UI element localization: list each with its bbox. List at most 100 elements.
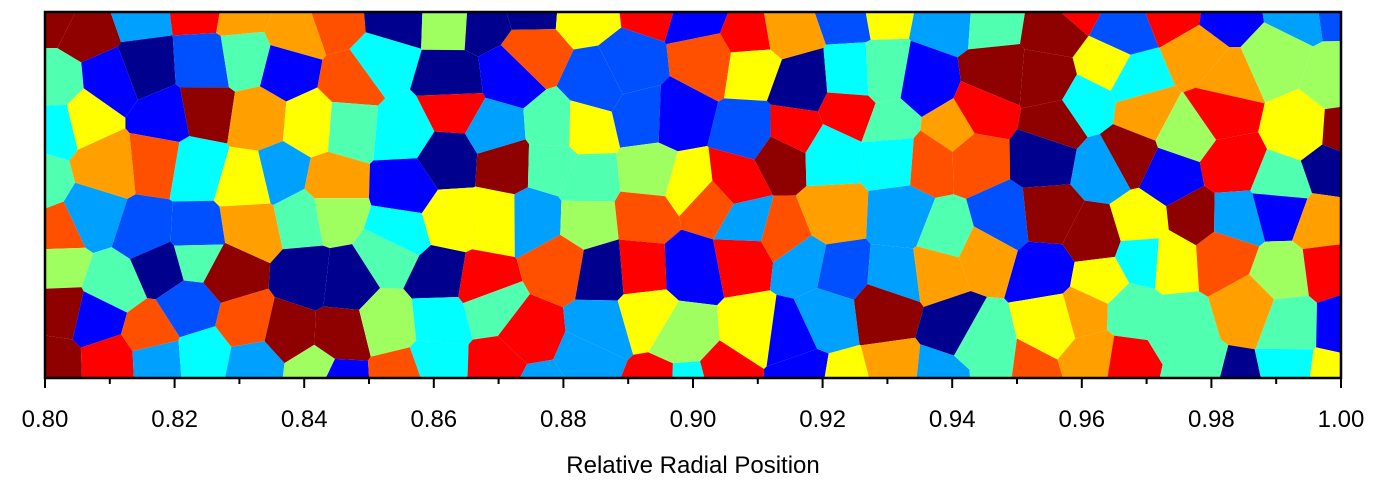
grain xyxy=(766,294,818,367)
grain xyxy=(1019,49,1077,109)
grain xyxy=(1020,12,1089,58)
grain xyxy=(203,242,271,303)
grain xyxy=(865,12,915,40)
grain xyxy=(117,35,176,101)
x-tick-label: 0.96 xyxy=(1058,406,1105,433)
grain xyxy=(1070,134,1131,205)
grain xyxy=(317,48,386,106)
grain xyxy=(1112,85,1182,141)
grain xyxy=(1070,256,1130,304)
grain xyxy=(614,191,682,244)
grain xyxy=(666,33,732,102)
grain xyxy=(478,44,547,109)
grain xyxy=(915,291,988,356)
grain xyxy=(260,45,323,102)
grain xyxy=(421,12,468,51)
grain xyxy=(913,246,971,307)
grain xyxy=(717,290,777,369)
grain xyxy=(770,104,824,154)
grain xyxy=(45,287,84,340)
grain xyxy=(814,12,871,45)
grain xyxy=(1183,87,1265,140)
grain xyxy=(45,104,78,161)
grain xyxy=(169,136,230,202)
grain xyxy=(713,195,774,242)
grain xyxy=(1262,12,1323,47)
grain xyxy=(66,88,126,150)
grain xyxy=(63,182,128,254)
grain xyxy=(410,49,483,96)
grain xyxy=(1255,295,1317,350)
grain xyxy=(861,98,922,143)
grain xyxy=(720,12,771,53)
grain xyxy=(155,280,221,338)
grain xyxy=(1249,240,1309,300)
grain xyxy=(909,12,971,58)
grain xyxy=(328,101,379,164)
x-tick-label: 0.88 xyxy=(540,406,587,433)
grain xyxy=(900,40,961,117)
grain xyxy=(824,344,870,378)
grain xyxy=(648,300,720,364)
grain xyxy=(45,153,76,209)
grain xyxy=(823,42,869,96)
grain xyxy=(1254,348,1314,378)
grain xyxy=(969,338,1017,378)
x-tick-label: 0.82 xyxy=(151,406,198,433)
grain xyxy=(69,128,136,199)
grain xyxy=(111,194,173,259)
grain xyxy=(957,44,1025,106)
grain xyxy=(282,344,335,378)
grain xyxy=(1008,293,1076,360)
grain xyxy=(569,100,621,155)
grain xyxy=(553,330,628,378)
grain xyxy=(1004,241,1075,303)
grain xyxy=(763,348,829,378)
grain xyxy=(866,185,936,249)
grain xyxy=(1309,347,1341,378)
grain xyxy=(417,131,478,190)
grain xyxy=(359,288,417,357)
grain xyxy=(463,281,530,340)
grain xyxy=(817,238,871,300)
grain xyxy=(620,352,673,378)
grain xyxy=(1155,230,1199,295)
grain xyxy=(216,12,273,36)
grain xyxy=(1057,330,1115,378)
grain xyxy=(363,12,423,49)
grain xyxy=(1107,335,1163,378)
grain xyxy=(766,47,828,112)
grain xyxy=(45,335,82,378)
grain xyxy=(1322,106,1341,152)
grain xyxy=(1109,187,1169,242)
grain xyxy=(1250,149,1312,199)
grain xyxy=(323,244,381,310)
grain xyxy=(1292,193,1341,250)
grain xyxy=(817,92,876,142)
x-tick-label: 0.90 xyxy=(670,406,717,433)
grain xyxy=(514,187,562,259)
grain xyxy=(1145,12,1201,48)
grain xyxy=(664,12,729,45)
grain xyxy=(304,151,370,199)
grain xyxy=(1147,291,1221,365)
grain xyxy=(416,93,486,134)
grain xyxy=(258,141,311,206)
grain xyxy=(1166,185,1215,246)
grain xyxy=(1199,131,1268,193)
grain xyxy=(575,239,624,301)
grain xyxy=(1088,12,1159,55)
grain xyxy=(954,296,1017,370)
grain xyxy=(282,87,332,158)
grain xyxy=(45,247,94,289)
grain xyxy=(132,340,182,378)
grain xyxy=(219,203,283,264)
grain xyxy=(916,344,971,378)
grain xyxy=(1252,193,1308,242)
grain xyxy=(458,249,523,304)
grain xyxy=(805,124,862,187)
grain xyxy=(81,46,138,118)
grain xyxy=(555,12,622,50)
grain xyxy=(558,153,621,202)
grain xyxy=(916,194,974,258)
